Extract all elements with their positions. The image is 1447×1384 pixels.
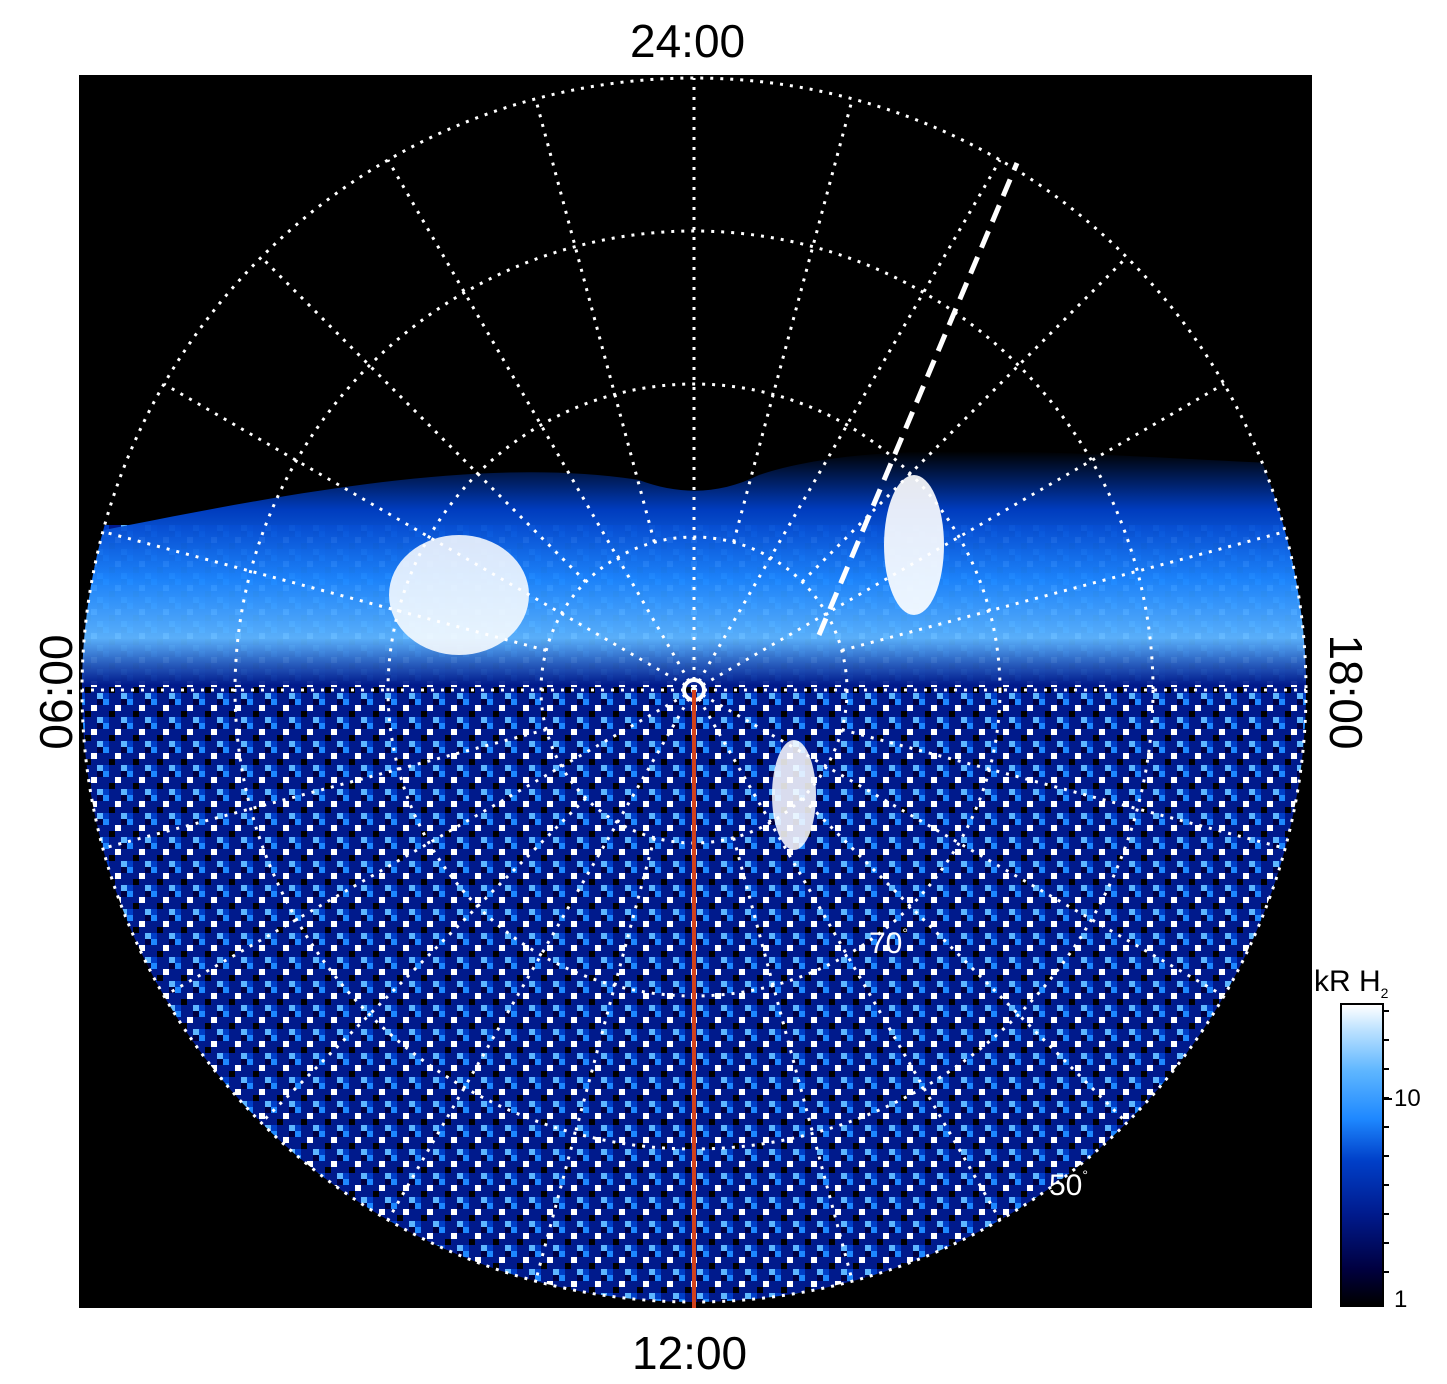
longitude-spoke-4 xyxy=(693,382,1225,692)
longitude-spoke-17 xyxy=(102,728,547,850)
longitude-spoke-7 xyxy=(841,728,1286,850)
longitude-spoke-14 xyxy=(386,689,696,1221)
longitude-spoke-3 xyxy=(801,256,1128,583)
latitude-label-70: 70° xyxy=(869,925,908,960)
longitude-spoke-13 xyxy=(534,837,656,1282)
longitude-spoke-22 xyxy=(386,159,696,691)
clock-label-midnight: 24:00 xyxy=(630,15,746,67)
longitude-spoke-11 xyxy=(732,837,854,1282)
colorbar-title: kR H2 xyxy=(1314,965,1389,1001)
clock-label-noon: 12:00 xyxy=(632,1327,748,1379)
bright-spot-noon xyxy=(772,740,816,850)
longitude-spoke-15 xyxy=(260,797,587,1124)
colorbar-minor-tick xyxy=(1384,1155,1389,1157)
colorbar-minor-tick xyxy=(1384,1242,1389,1244)
aurora-map-svg xyxy=(80,76,1308,1308)
longitude-spoke-9 xyxy=(801,797,1128,1124)
longitude-spoke-23 xyxy=(534,98,656,543)
longitude-spoke-8 xyxy=(693,688,1225,998)
colorbar xyxy=(1340,1003,1384,1307)
colorbar-minor-tick xyxy=(1384,1068,1389,1070)
longitude-spoke-21 xyxy=(260,256,587,583)
colorbar-minor-tick xyxy=(1384,1039,1389,1041)
longitude-spoke-16 xyxy=(163,688,695,998)
colorbar-minor-tick xyxy=(1384,1097,1389,1099)
bright-spot-dawn xyxy=(389,535,529,655)
longitude-spoke-1 xyxy=(732,98,854,543)
polar-projection-map: 70° 50° xyxy=(79,75,1312,1308)
dashed-longitude-line xyxy=(816,162,1020,636)
longitude-spoke-10 xyxy=(692,689,1002,1221)
longitude-spoke-5 xyxy=(841,530,1286,652)
longitude-spoke-2 xyxy=(692,159,1002,691)
clock-label-dawn: 06:00 xyxy=(30,634,82,750)
colorbar-minor-tick xyxy=(1384,1126,1389,1128)
colorbar-minor-tick xyxy=(1384,1010,1389,1012)
clock-label-dusk: 18:00 xyxy=(1320,634,1372,750)
longitude-spoke-20 xyxy=(163,382,695,692)
colorbar-tick-10 xyxy=(1384,1098,1392,1100)
latitude-label-50: 50° xyxy=(1049,1167,1088,1202)
colorbar-minor-tick xyxy=(1384,1213,1389,1215)
colorbar-minor-tick xyxy=(1384,1271,1389,1273)
colorbar-minor-tick xyxy=(1384,1184,1389,1186)
longitude-spoke-19 xyxy=(102,530,547,652)
bright-spot-dusk xyxy=(884,475,944,615)
colorbar-tick-label-1: 1 xyxy=(1394,1286,1408,1313)
colorbar-tick-label-10: 10 xyxy=(1394,1085,1421,1112)
